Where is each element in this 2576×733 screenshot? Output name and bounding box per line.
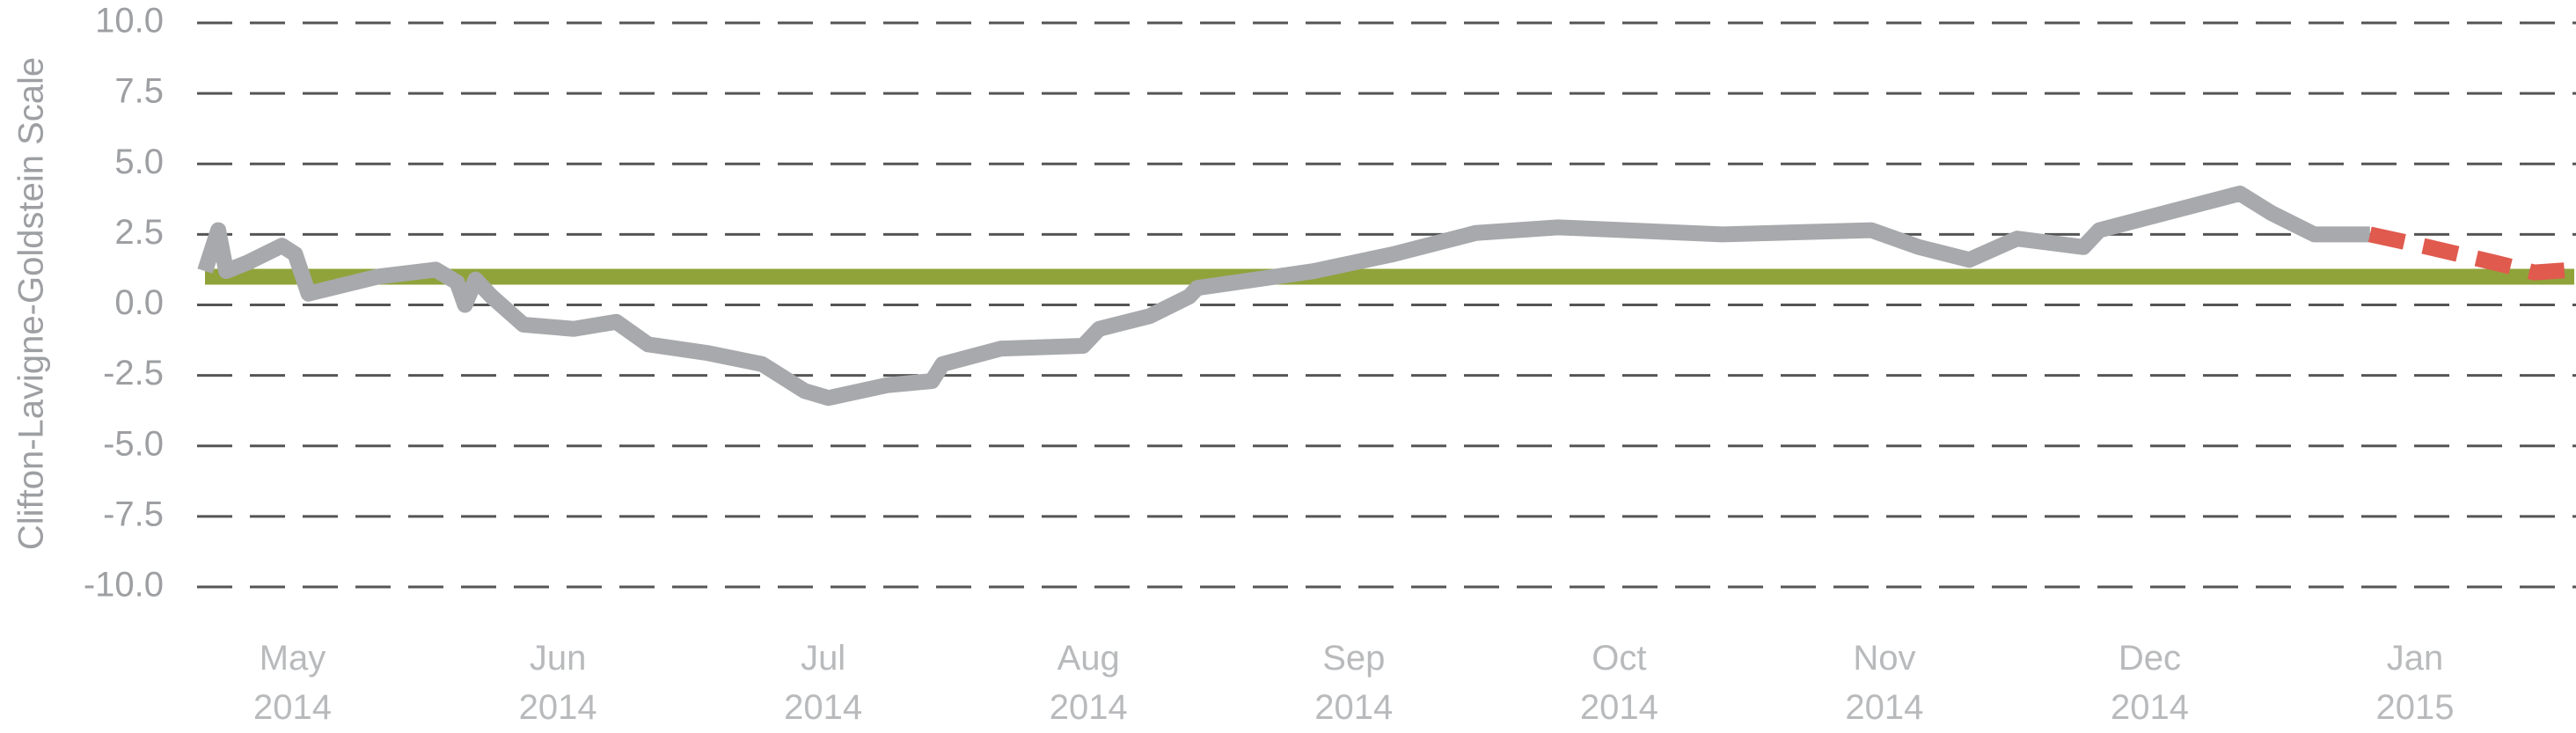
x-tick-label: Sep 2014: [1314, 639, 1394, 727]
y-tick-label: -5.0: [103, 424, 164, 463]
x-tick-label: Nov 2014: [1845, 639, 1924, 727]
x-tick-label: May 2014: [253, 639, 332, 727]
y-tick-label: 5.0: [114, 143, 164, 181]
y-axis-label: Clifton-Lavigne-Goldstein Scale: [12, 57, 51, 550]
x-tick-label: Jun 2014: [518, 639, 597, 727]
y-tick-label: 0.0: [114, 283, 164, 322]
data-line: [2367, 226, 2575, 281]
y-tick-label: 2.5: [114, 213, 164, 252]
x-tick-label: Jul 2014: [784, 639, 863, 727]
x-tick-label: Dec 2014: [2110, 639, 2189, 727]
y-tick-label: -2.5: [103, 354, 164, 392]
y-tick-label: -7.5: [103, 495, 164, 533]
x-tick-label: Aug 2014: [1049, 639, 1128, 727]
y-tick-label: -10.0: [84, 566, 164, 605]
data-line: [197, 185, 2370, 407]
y-tick-label: 10.0: [95, 2, 164, 40]
x-tick-label: Oct 2014: [1579, 639, 1658, 727]
y-tick-label: 7.5: [114, 72, 164, 111]
x-tick-label: Jan 2015: [2375, 639, 2455, 727]
